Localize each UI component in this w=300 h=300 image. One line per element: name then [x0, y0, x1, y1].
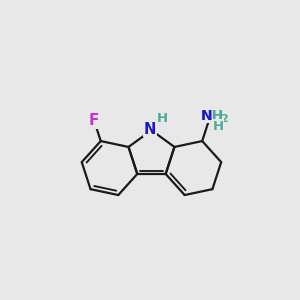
Text: H: H	[157, 112, 168, 125]
Text: H: H	[213, 120, 224, 133]
Text: 2: 2	[220, 114, 228, 124]
Text: N: N	[200, 109, 212, 122]
Text: F: F	[88, 113, 99, 128]
Text: NH: NH	[200, 109, 224, 122]
Text: N: N	[144, 122, 156, 136]
